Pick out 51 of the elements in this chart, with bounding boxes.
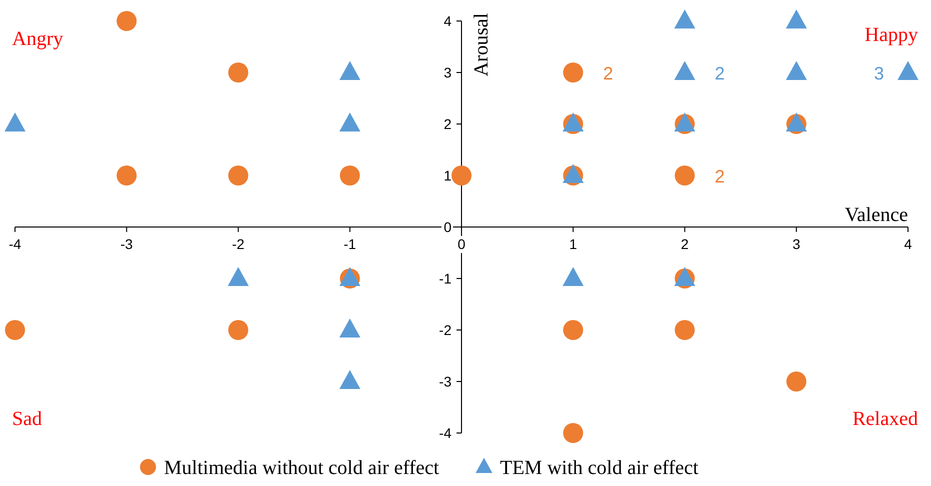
x-tick-label: -4	[8, 236, 22, 252]
annotation: Angry	[12, 28, 64, 50]
point	[898, 61, 918, 80]
y-tick-label: -3	[439, 374, 452, 390]
point	[116, 166, 137, 186]
x-tick-label: 4	[904, 236, 912, 252]
x-tick-label: 0	[458, 236, 466, 252]
annotation: 3	[874, 64, 884, 84]
annotation: Happy	[864, 24, 918, 46]
point	[674, 10, 696, 28]
annotation: 2	[714, 166, 725, 186]
y-axis-title: Arousal	[470, 12, 492, 76]
y-tick-label: 3	[444, 64, 452, 80]
y-tick-label: -2	[439, 322, 452, 338]
y-tick-label: -4	[439, 425, 452, 441]
y-tick-label: 1	[444, 168, 452, 184]
point	[786, 10, 807, 28]
point	[563, 423, 584, 443]
point	[340, 166, 360, 186]
point	[339, 61, 360, 80]
point	[5, 320, 25, 340]
legend-label: Multimedia without cold air effect	[164, 457, 440, 479]
point	[786, 372, 806, 392]
point	[228, 320, 248, 340]
point	[786, 61, 807, 80]
y-tick-label: 2	[444, 116, 452, 132]
x-tick-label: -2	[232, 236, 245, 252]
point	[228, 267, 249, 286]
point	[563, 320, 584, 340]
x-axis-title: Valence	[844, 204, 908, 226]
x-tick-label: -1	[344, 236, 356, 252]
annotation: Sad	[12, 408, 42, 430]
y-tick-label: 0	[444, 219, 452, 235]
annotation: Relaxed	[852, 408, 918, 430]
point	[674, 320, 695, 340]
point	[674, 166, 695, 186]
point	[228, 166, 248, 186]
x-tick-label: -3	[120, 236, 134, 252]
point	[562, 267, 584, 286]
annotation: 2	[714, 64, 725, 84]
point	[339, 112, 360, 132]
y-tick-label: -1	[439, 270, 452, 286]
point	[452, 166, 472, 186]
y-tick-label: 4	[444, 13, 452, 29]
point	[4, 112, 26, 132]
point	[674, 61, 696, 80]
x-tick-label: 3	[792, 236, 800, 252]
annotation: 2	[603, 64, 614, 84]
x-tick-label: 1	[569, 236, 578, 252]
x-tick-label: 2	[680, 236, 689, 252]
legend-label: TEM with cold air effect	[500, 457, 699, 479]
